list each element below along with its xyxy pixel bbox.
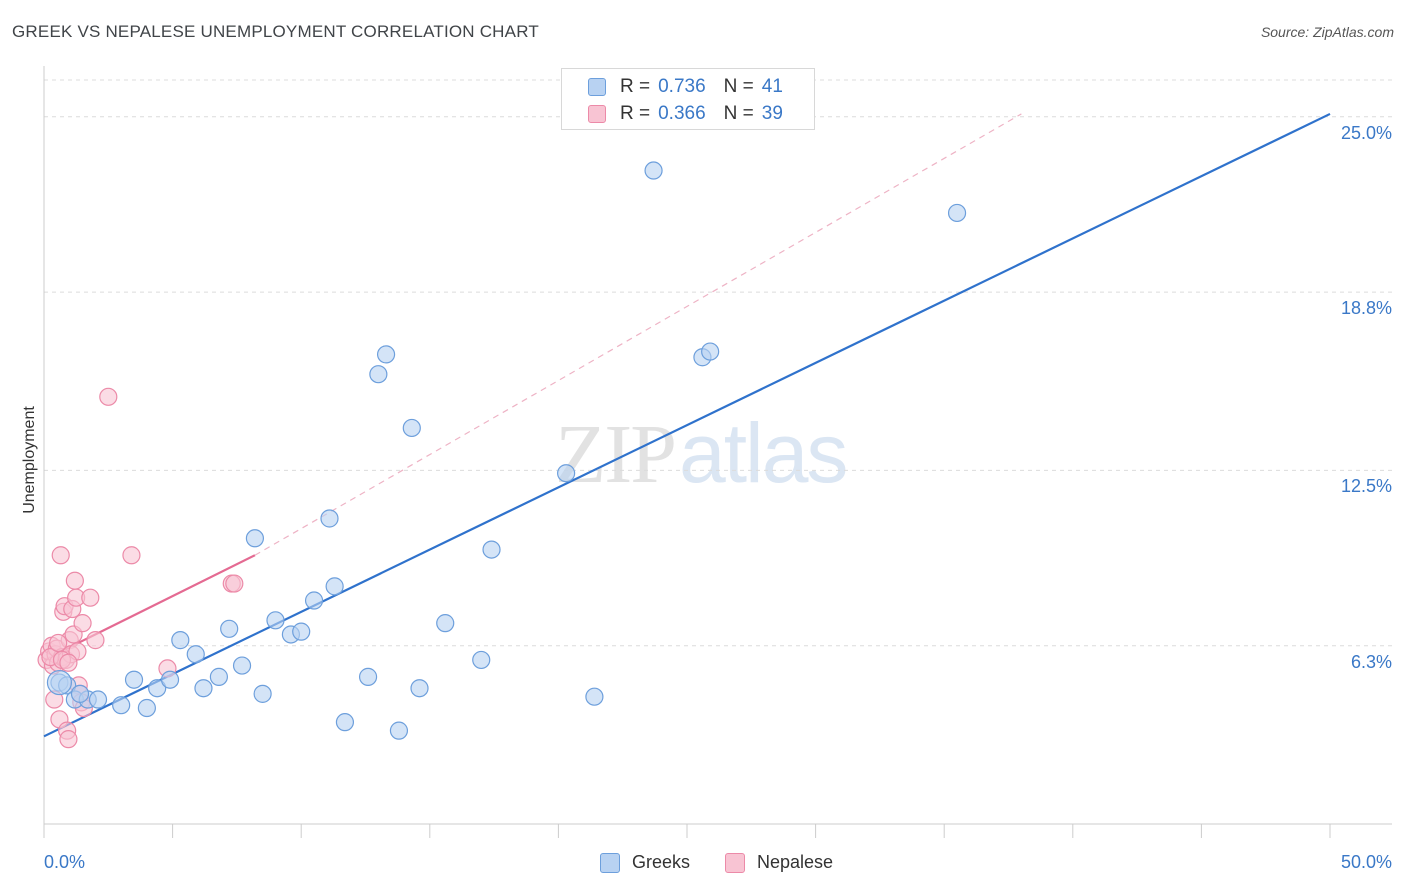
greeks-point <box>112 696 131 715</box>
legend-row-nepalese: R = 0.366 N = 39 <box>588 102 783 126</box>
greeks-point <box>304 591 324 610</box>
greeks-point <box>88 690 108 709</box>
greeks-legend-swatch <box>600 852 620 873</box>
greeks-point <box>335 713 355 732</box>
nepalese-point <box>81 588 100 607</box>
greeks-trend-line <box>43 112 1331 738</box>
grid-lines <box>44 79 1392 647</box>
nepalese-point <box>65 571 84 590</box>
nepalese-point <box>122 546 141 565</box>
nepalese-point <box>73 614 92 633</box>
nepalese-point <box>225 574 244 593</box>
legend-item-nepalese[interactable]: Nepalese <box>725 852 833 873</box>
greeks-point <box>160 670 180 689</box>
legend-item-greeks[interactable]: Greeks <box>600 852 690 873</box>
nepalese-point <box>99 387 118 406</box>
greeks-point <box>436 614 455 633</box>
greeks-point <box>245 529 265 548</box>
greeks-point <box>701 342 720 361</box>
data-points <box>37 161 967 749</box>
greeks-point <box>947 203 967 223</box>
greeks-point <box>266 611 285 630</box>
greeks-point <box>186 645 205 664</box>
n-value-nepalese: 39 <box>761 103 783 124</box>
greeks-point <box>482 540 501 559</box>
greeks-point <box>171 631 190 650</box>
greeks-point <box>644 161 663 180</box>
n-label: N = <box>723 76 754 97</box>
greeks-point <box>253 684 272 703</box>
r-label: R = <box>620 103 651 124</box>
greeks-point <box>557 464 576 483</box>
correlation-legend: R = 0.736 N = 41 R = 0.366 N = 39 <box>561 68 815 130</box>
greeks-point <box>320 509 339 528</box>
nepalese-legend-swatch <box>725 852 745 873</box>
nepalese-trend-line <box>43 554 256 661</box>
greeks-point <box>232 656 252 675</box>
greeks-point <box>209 667 228 686</box>
nepalese-swatch <box>588 105 606 123</box>
legend-label-nepalese: Nepalese <box>757 852 834 872</box>
greeks-point <box>402 418 421 438</box>
x-tick-label-max: 50.0% <box>1340 852 1392 872</box>
nepalese-trend-extension <box>254 113 1022 556</box>
r-value-nepalese: 0.366 <box>658 103 706 124</box>
greeks-point <box>194 679 213 698</box>
greeks-swatch <box>588 78 606 96</box>
greeks-point <box>389 721 409 740</box>
greeks-point <box>148 679 167 698</box>
legend-label-greeks: Greeks <box>632 852 691 872</box>
source-attribution: Source: ZipAtlas.com <box>1260 24 1394 40</box>
legend-row-greeks: R = 0.736 N = 41 <box>588 75 783 99</box>
greeks-point <box>220 619 239 638</box>
greeks-point <box>410 679 429 698</box>
y-axis-label: Unemployment <box>21 406 38 514</box>
chart-title: GREEK VS NEPALESE UNEMPLOYMENT CORRELATI… <box>12 22 539 41</box>
greeks-point <box>137 698 156 718</box>
greeks-point <box>472 650 491 670</box>
r-label: R = <box>620 76 651 97</box>
greeks-point <box>369 365 388 384</box>
n-label: N = <box>723 103 754 124</box>
nepalese-point <box>59 730 78 749</box>
y-tick-label: 25.0% <box>1340 122 1392 143</box>
series-legend: Greeks Nepalese <box>0 852 1406 878</box>
nepalese-point <box>49 633 68 653</box>
greeks-point-cluster <box>46 669 73 696</box>
y-tick-label: 12.5% <box>1340 476 1392 497</box>
trend-lines <box>43 112 1331 738</box>
greeks-point <box>124 670 144 689</box>
y-tick-label: 6.3% <box>1350 651 1392 672</box>
greeks-point <box>70 684 90 703</box>
x-tick-label-min: 0.0% <box>44 852 86 872</box>
nepalese-point <box>86 631 105 650</box>
r-value-greeks: 0.736 <box>658 76 706 97</box>
greeks-point <box>358 667 378 686</box>
greeks-point <box>376 345 396 364</box>
y-tick-label: 18.8% <box>1340 298 1392 319</box>
greeks-point <box>325 577 344 596</box>
axes <box>43 66 1392 838</box>
greeks-point <box>292 622 311 641</box>
n-value-greeks: 41 <box>761 76 783 97</box>
nepalese-point <box>51 546 70 565</box>
nepalese-point <box>59 653 78 672</box>
greeks-point <box>585 687 604 706</box>
